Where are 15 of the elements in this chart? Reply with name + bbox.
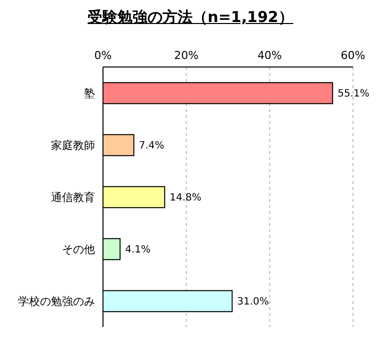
data-label: 55.1% bbox=[338, 88, 370, 100]
data-label: 14.8% bbox=[170, 192, 202, 204]
data-label: 31.0% bbox=[237, 296, 269, 308]
y-tick-label: 学校の勉強のみ bbox=[18, 294, 95, 308]
chart-title: 受験勉強の方法（n=1,192） bbox=[86, 8, 294, 27]
data-label: 7.4% bbox=[138, 140, 164, 152]
data-label: 4.1% bbox=[125, 244, 150, 256]
y-tick-label: 家庭教師 bbox=[51, 138, 95, 152]
x-tick-label: 0% bbox=[94, 49, 112, 62]
x-tick-label: 60% bbox=[340, 49, 366, 62]
x-tick-label: 20% bbox=[174, 49, 199, 62]
y-tick-label: その他 bbox=[62, 242, 95, 256]
y-tick-label: 塾 bbox=[84, 86, 95, 100]
x-tick-label: 40% bbox=[257, 49, 282, 62]
y-tick-label: 通信教育 bbox=[51, 190, 95, 204]
